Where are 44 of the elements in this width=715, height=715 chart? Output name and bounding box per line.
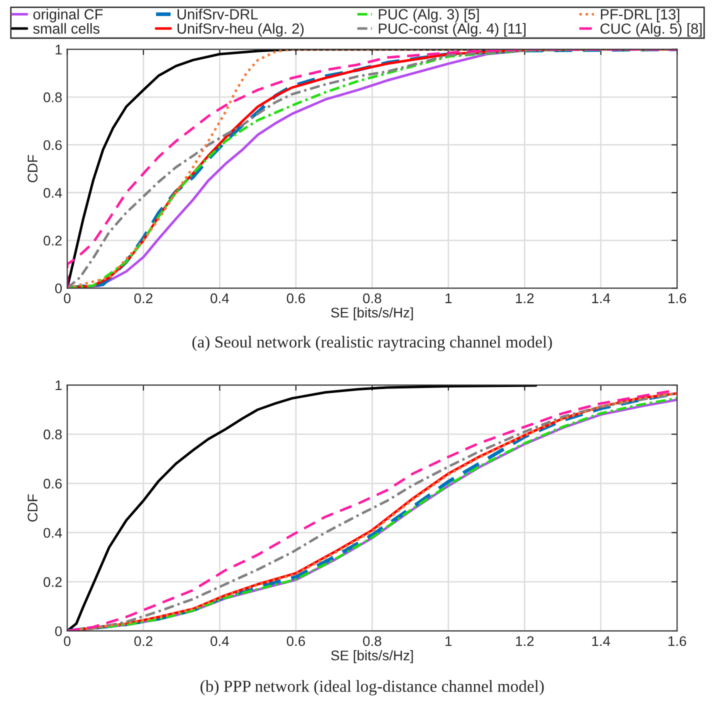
x-tick-label: 1: [446, 294, 452, 304]
y-tick-label: 1: [56, 380, 62, 390]
x-tick-label: 1.2: [516, 293, 534, 304]
x-tick-label: 0.4: [210, 636, 229, 646]
x-tick-label: 1: [446, 636, 452, 646]
y-tick-label: 0.6: [44, 140, 62, 150]
y-tick-label: 0: [55, 626, 62, 636]
legend-label: PUC-const (Alg. 4) [11]: [378, 23, 526, 37]
y-tick-label: 0.2: [44, 577, 62, 587]
x-axis-title: SE [bits/s/Hz]: [331, 650, 413, 664]
legend-label: PF-DRL [13]: [600, 8, 680, 22]
y-tick-label: 0.4: [44, 528, 62, 538]
x-tick-label: 0.4: [210, 293, 229, 304]
x-tick-label: 0.8: [363, 636, 382, 646]
y-tick-label: 0.8: [44, 430, 62, 440]
x-tick-label: 0.6: [286, 293, 305, 304]
y-tick-label: 0: [55, 283, 62, 294]
x-tick-label: 1.4: [592, 636, 610, 646]
y-tick-label: 0.6: [44, 478, 62, 489]
y-axis-title: CDF: [28, 494, 38, 522]
x-tick-label: 1.4: [592, 294, 610, 304]
x-tick-label: 1.2: [516, 636, 534, 646]
x-tick-label: 1.6: [668, 636, 686, 646]
y-tick-label: 0.8: [44, 92, 62, 102]
x-tick-label: 0: [64, 293, 71, 304]
legend-label: UnifSrv-DRL: [178, 8, 258, 20]
text: (b) PPP network (ideal log-distance channel model): [200, 680, 544, 696]
y-axis-title: CDF: [28, 155, 38, 182]
y-tick-label: 0.4: [44, 188, 62, 198]
text: (a) Seoul network (realistic raytracing channel model): [192, 336, 552, 352]
x-tick-label: 0: [64, 636, 71, 646]
x-axis-title: SE [bits/s/Hz]: [331, 307, 413, 320]
legend-label: UnifSrv-heu (Alg. 2): [178, 23, 304, 37]
x-tick-label: 0.8: [363, 293, 382, 304]
legend-label: CUC (Alg. 5) [8]: [600, 23, 702, 37]
legend-label: PUC (Alg. 3) [5]: [378, 8, 479, 22]
x-tick-label: 0.2: [134, 636, 152, 646]
x-tick-label: 0.6: [286, 636, 305, 646]
y-tick-label: 1: [56, 44, 62, 54]
x-tick-label: 0.2: [134, 293, 152, 304]
x-tick-label: 1.6: [668, 293, 686, 304]
legend-label: original CF: [33, 8, 103, 22]
y-tick-label: 0.2: [44, 236, 62, 246]
legend-label: small cells: [33, 23, 100, 34]
